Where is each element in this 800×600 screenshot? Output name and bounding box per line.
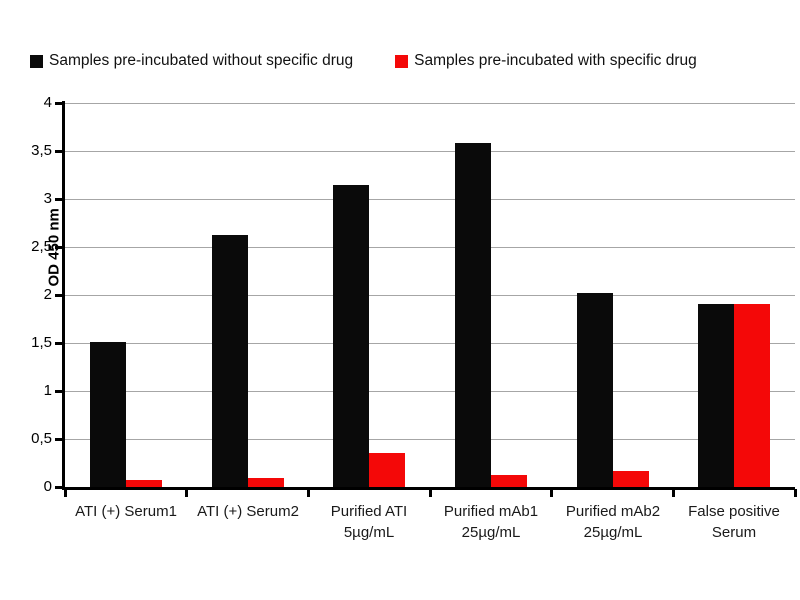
bar-with-drug xyxy=(126,480,162,487)
y-tick-mark xyxy=(55,246,62,249)
gridline xyxy=(65,343,795,344)
legend-label: Samples pre-incubated without specific d… xyxy=(49,52,354,69)
x-category-label: Purified mAb1 25µg/mL xyxy=(430,501,552,543)
legend-item-with-drug: Samples pre-incubated with specific drug xyxy=(395,52,697,70)
y-tick-label: 2 xyxy=(43,286,52,303)
bar-with-drug xyxy=(248,478,284,487)
plot-area xyxy=(65,103,795,487)
x-category-label-line: 5µg/mL xyxy=(343,524,395,541)
y-tick-label: 1 xyxy=(43,382,52,399)
x-tick-mark xyxy=(307,489,310,497)
bar-without-drug xyxy=(212,235,248,487)
y-tick-label: 0 xyxy=(43,478,52,495)
bar-with-drug xyxy=(369,453,405,487)
bar-with-drug xyxy=(613,471,649,487)
bar-group xyxy=(187,103,309,487)
bar-group xyxy=(673,103,795,487)
gridline xyxy=(65,151,795,152)
bar-group xyxy=(430,103,552,487)
x-category-label-line: 25µg/mL xyxy=(461,524,521,541)
gridline xyxy=(65,199,795,200)
gridline xyxy=(65,391,795,392)
x-category-label-line: Purified mAb2 xyxy=(565,503,661,520)
x-category-label: Purified ATI 5µg/mL xyxy=(308,501,430,543)
legend-marker-black-square-icon xyxy=(30,54,43,68)
legend-label: Samples pre-incubated with specific drug xyxy=(414,52,697,69)
y-tick-label: 3 xyxy=(43,190,52,207)
x-category-label-line: Serum xyxy=(711,524,757,541)
x-category-label: Purified mAb2 25µg/mL xyxy=(552,501,674,543)
x-tick-mark xyxy=(794,489,797,497)
y-tick-mark xyxy=(55,342,62,345)
x-category-label: ATI (+) Serum1 xyxy=(65,501,187,522)
y-tick-label: 2,5 xyxy=(31,238,52,255)
y-tick-mark xyxy=(55,198,62,201)
legend: Samples pre-incubated without specific d… xyxy=(30,52,697,70)
x-tick-mark xyxy=(429,489,432,497)
x-tick-mark xyxy=(185,489,188,497)
bar-with-drug xyxy=(491,475,527,487)
y-tick-label: 4 xyxy=(43,94,52,111)
bar-with-drug xyxy=(734,304,770,487)
x-axis-line xyxy=(62,487,795,490)
bar-without-drug xyxy=(698,304,734,487)
y-tick-mark xyxy=(55,150,62,153)
legend-marker-red-square-icon xyxy=(395,54,409,68)
x-category-label-line: False positive xyxy=(688,503,780,520)
x-tick-mark xyxy=(672,489,675,497)
x-category-label-line: ATI (+) Serum2 xyxy=(197,503,299,520)
x-category-label: ATI (+) Serum2 xyxy=(187,501,309,522)
bar-group xyxy=(552,103,674,487)
bar-group xyxy=(65,103,187,487)
bar-without-drug xyxy=(577,293,613,487)
bar-group xyxy=(308,103,430,487)
y-tick-label: 3,5 xyxy=(31,142,52,159)
gridline xyxy=(65,295,795,296)
y-tick-mark xyxy=(55,390,62,393)
x-tick-mark xyxy=(550,489,553,497)
y-tick-mark xyxy=(55,102,62,105)
gridline xyxy=(65,247,795,248)
y-tick-mark xyxy=(55,294,62,297)
y-tick-label: 1,5 xyxy=(31,334,52,351)
y-tick-mark xyxy=(55,486,62,489)
bar-without-drug xyxy=(333,185,369,487)
x-tick-mark xyxy=(64,489,67,497)
gridline xyxy=(65,103,795,104)
y-tick-label: 0,5 xyxy=(31,430,52,447)
x-category-label-line: Purified mAb1 xyxy=(443,503,539,520)
x-category-label-line: 25µg/mL xyxy=(583,524,643,541)
bar-without-drug xyxy=(455,143,491,487)
x-category-label-line: Purified ATI xyxy=(330,503,408,520)
gridline xyxy=(65,439,795,440)
legend-item-without-drug: Samples pre-incubated without specific d… xyxy=(30,52,353,70)
x-axis-labels: ATI (+) Serum1 ATI (+) Serum2 Purified ATI… xyxy=(65,501,795,561)
y-tick-mark xyxy=(55,438,62,441)
y-axis-line xyxy=(62,101,65,490)
x-category-label: False positive Serum xyxy=(673,501,795,543)
x-category-label-line: ATI (+) Serum1 xyxy=(75,503,177,520)
bar-without-drug xyxy=(90,342,126,487)
